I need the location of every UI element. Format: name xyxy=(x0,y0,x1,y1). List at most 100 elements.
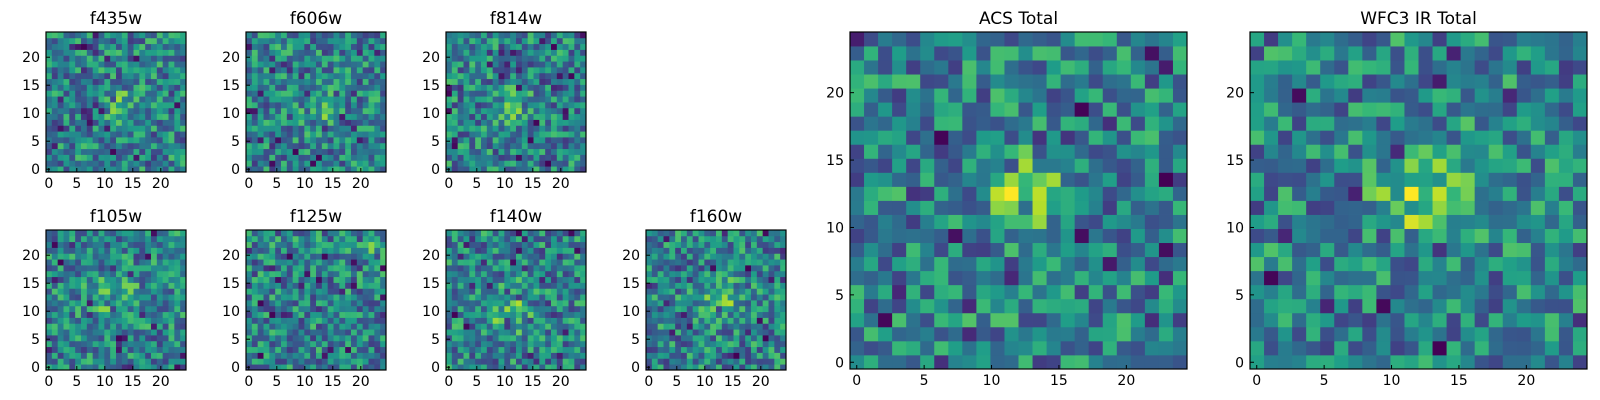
heatmap-cell xyxy=(351,154,358,161)
heatmap-cell xyxy=(162,61,169,68)
heatmap-cell xyxy=(1074,270,1090,286)
heatmap-cell xyxy=(675,358,682,365)
heatmap-cell xyxy=(63,78,70,85)
heatmap-cell xyxy=(962,116,977,131)
heatmap-cell xyxy=(380,166,387,173)
heatmap-cell xyxy=(321,311,329,318)
heatmap-cell xyxy=(533,311,540,318)
heatmap-cell xyxy=(286,230,294,237)
heatmap-cell xyxy=(281,346,288,353)
heatmap-cell xyxy=(1130,340,1146,356)
heatmap-cell xyxy=(934,270,949,286)
heatmap-cell xyxy=(574,55,581,62)
heatmap-cell xyxy=(310,253,317,260)
heatmap-cell xyxy=(327,84,334,91)
heatmap-cell xyxy=(864,32,879,47)
heatmap-cell xyxy=(327,259,334,266)
heatmap-cell xyxy=(180,96,187,103)
heatmap-cell xyxy=(246,102,253,109)
panel-title: f814w xyxy=(490,9,542,29)
heatmap-cell xyxy=(110,102,117,109)
heatmap-cell xyxy=(92,78,99,85)
heatmap-cell xyxy=(63,323,70,330)
heatmap-cell xyxy=(892,144,907,159)
heatmap-cell xyxy=(92,61,99,68)
heatmap-cell xyxy=(316,323,323,330)
heatmap-cell xyxy=(762,358,769,365)
heatmap-cell xyxy=(1474,326,1490,342)
heatmap-cell xyxy=(356,90,364,97)
heatmap-cell xyxy=(475,160,482,167)
heatmap-cell xyxy=(562,364,569,371)
heatmap-cell xyxy=(275,294,282,301)
heatmap-cell xyxy=(69,37,76,45)
heatmap-cell xyxy=(263,247,270,254)
heatmap-cell xyxy=(362,329,369,336)
heatmap-cell xyxy=(351,358,358,365)
heatmap-cell xyxy=(475,32,482,39)
heatmap-cell xyxy=(574,288,581,295)
heatmap-cell xyxy=(368,235,375,243)
heatmap-cell xyxy=(574,49,581,56)
heatmap-cell xyxy=(556,241,564,248)
heatmap-cell xyxy=(257,300,264,307)
heatmap-cell xyxy=(475,84,482,91)
heatmap-cell xyxy=(675,282,682,289)
heatmap-cell xyxy=(327,329,334,336)
heatmap-cell xyxy=(133,317,140,324)
heatmap-cell xyxy=(486,317,494,324)
heatmap-cell xyxy=(756,276,764,283)
heatmap-cell xyxy=(362,154,369,161)
heatmap-cell xyxy=(1088,200,1104,215)
heatmap-cell xyxy=(281,300,288,307)
heatmap-cell xyxy=(368,131,375,138)
heatmap-cell xyxy=(521,43,529,50)
heatmap-cell xyxy=(920,102,935,117)
heatmap-cell xyxy=(556,96,564,103)
heatmap-cell xyxy=(327,102,334,109)
heatmap-cell xyxy=(990,326,1005,342)
heatmap-cell xyxy=(1144,60,1160,75)
heatmap-cell xyxy=(446,276,453,283)
heatmap-cell xyxy=(339,148,346,155)
heatmap-cell xyxy=(98,317,105,324)
heatmap-cell xyxy=(162,270,169,278)
heatmap-cell xyxy=(451,265,459,272)
heatmap-cell xyxy=(151,230,158,237)
heatmap-cell xyxy=(651,235,659,243)
heatmap-cell xyxy=(269,305,276,313)
heatmap-cell xyxy=(976,88,991,103)
heatmap-cell xyxy=(327,55,334,62)
heatmap-cell xyxy=(81,311,88,318)
heatmap-cell xyxy=(545,148,552,155)
heatmap-cell xyxy=(1348,312,1363,328)
heatmap-cell xyxy=(281,61,288,68)
heatmap-cell xyxy=(333,125,340,132)
heatmap-cell xyxy=(551,247,558,254)
heatmap-cell xyxy=(116,265,123,272)
heatmap-cell xyxy=(716,364,723,371)
heatmap-cell xyxy=(990,32,1005,47)
heatmap-cell xyxy=(1046,228,1062,244)
heatmap-cell xyxy=(551,119,558,126)
heatmap-cell xyxy=(646,305,653,313)
heatmap-cell xyxy=(339,131,346,138)
heatmap-cell xyxy=(180,142,187,150)
heatmap-cell xyxy=(774,230,781,237)
heatmap-cell xyxy=(57,166,64,173)
heatmap-cell xyxy=(92,125,99,132)
heatmap-cell xyxy=(457,96,464,103)
heatmap-cell xyxy=(1018,340,1033,356)
heatmap-cell xyxy=(545,90,552,97)
heatmap-cell xyxy=(292,72,299,80)
heatmap-cell xyxy=(333,270,340,278)
heatmap-cell xyxy=(86,55,94,62)
heatmap-cell xyxy=(133,125,140,132)
heatmap-cell xyxy=(104,346,111,353)
heatmap-cell xyxy=(710,247,717,254)
heatmap-cell xyxy=(368,241,375,248)
heatmap-cell xyxy=(316,358,323,365)
heatmap-cell xyxy=(906,228,921,244)
heatmap-cell xyxy=(257,288,264,295)
heatmap-cell xyxy=(310,235,317,243)
